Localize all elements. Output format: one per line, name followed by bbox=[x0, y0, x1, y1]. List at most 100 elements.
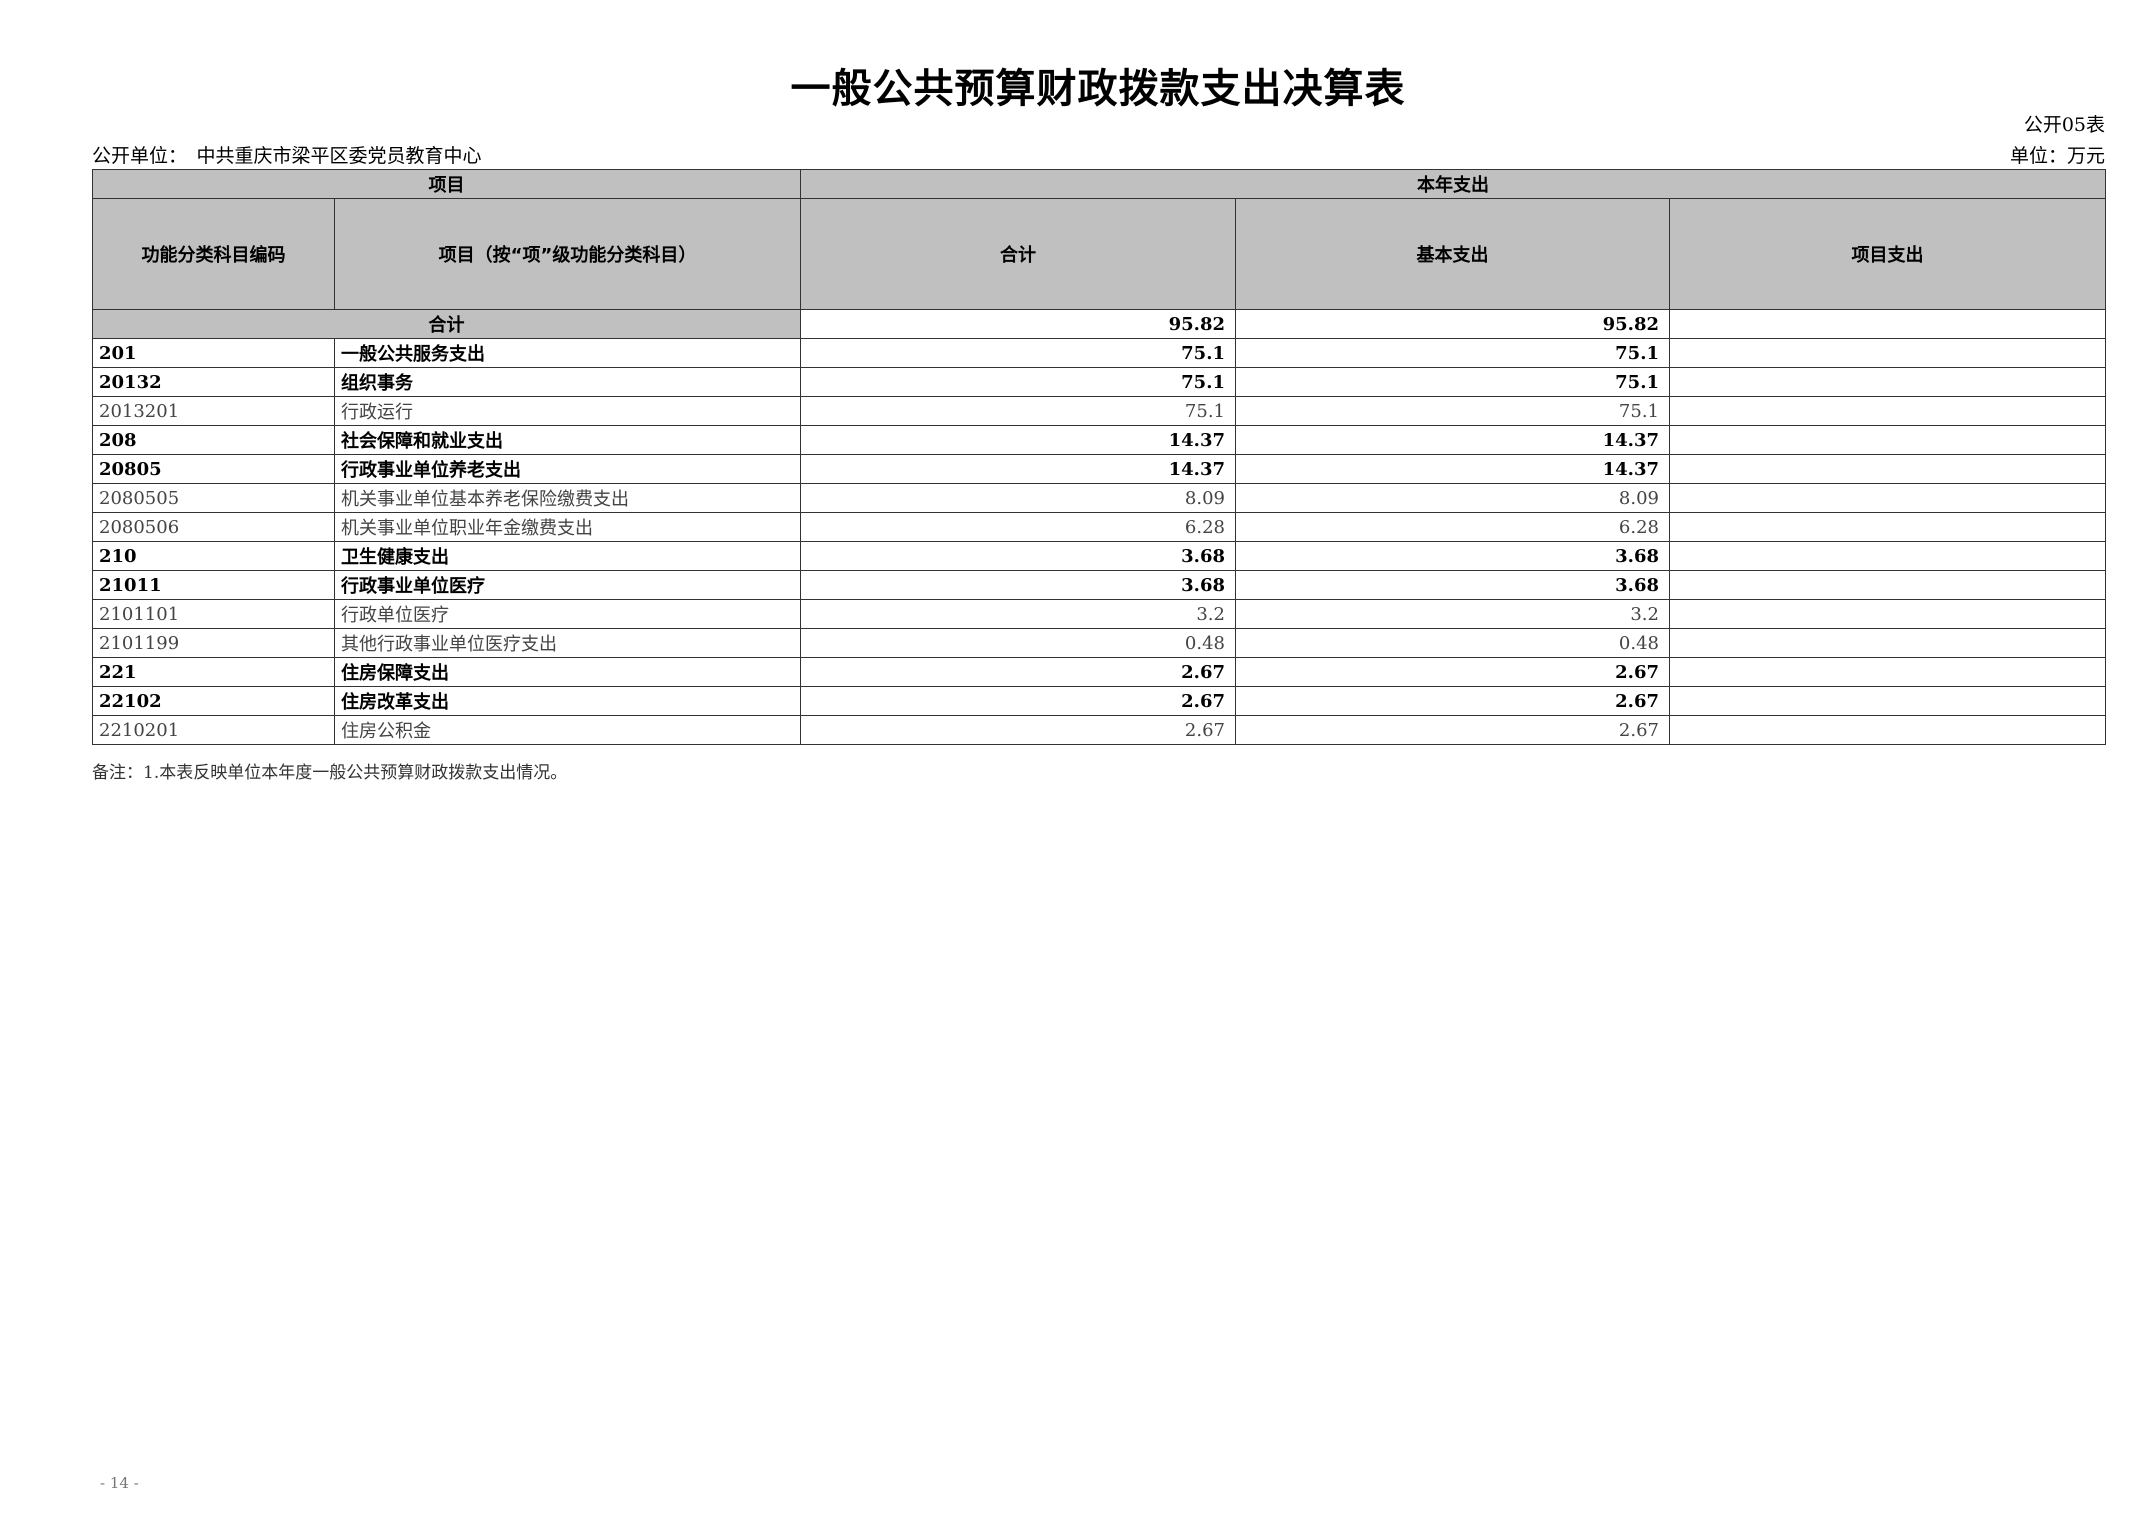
project-cell bbox=[1668, 396, 2107, 426]
name-cell: 住房改革支出 bbox=[334, 686, 801, 716]
page-number: - 14 - bbox=[100, 1474, 139, 1492]
code-cell: 208 bbox=[92, 425, 335, 455]
name-cell: 组织事务 bbox=[334, 367, 801, 397]
project-cell bbox=[1668, 541, 2107, 571]
total-cell: 75.1 bbox=[800, 367, 1236, 397]
table-row: 2101199 其他行政事业单位医疗支出 0.48 0.48 bbox=[92, 628, 2107, 658]
table-row: 20132 组织事务 75.1 75.1 bbox=[92, 367, 2107, 397]
project-cell bbox=[1668, 454, 2107, 484]
total-total: 95.82 bbox=[800, 309, 1236, 339]
code-cell: 22102 bbox=[92, 686, 335, 716]
table-row: 2101101 行政单位医疗 3.2 3.2 bbox=[92, 599, 2107, 629]
name-cell: 行政事业单位养老支出 bbox=[334, 454, 801, 484]
name-cell: 社会保障和就业支出 bbox=[334, 425, 801, 455]
code-cell: 20132 bbox=[92, 367, 335, 397]
basic-cell: 8.09 bbox=[1235, 483, 1670, 513]
total-cell: 2.67 bbox=[800, 657, 1236, 687]
code-cell: 2210201 bbox=[92, 715, 335, 745]
total-cell: 2.67 bbox=[800, 715, 1236, 745]
header-item: 项目 bbox=[92, 169, 801, 199]
project-cell bbox=[1668, 628, 2107, 658]
name-cell: 行政运行 bbox=[334, 396, 801, 426]
code-cell: 20805 bbox=[92, 454, 335, 484]
name-cell: 一般公共服务支出 bbox=[334, 338, 801, 368]
expenditure-table: 项目 本年支出 功能分类科目编码 项目（按“项”级功能分类科目） 合计 基本支出… bbox=[92, 169, 2107, 745]
project-cell bbox=[1668, 686, 2107, 716]
name-cell: 机关事业单位基本养老保险缴费支出 bbox=[334, 483, 801, 513]
total-cell: 3.68 bbox=[800, 570, 1236, 600]
basic-cell: 75.1 bbox=[1235, 396, 1670, 426]
basic-cell: 14.37 bbox=[1235, 425, 1670, 455]
basic-cell: 6.28 bbox=[1235, 512, 1670, 542]
basic-cell: 3.2 bbox=[1235, 599, 1670, 629]
total-basic: 95.82 bbox=[1235, 309, 1670, 339]
basic-cell: 0.48 bbox=[1235, 628, 1670, 658]
page-title: 一般公共预算财政拨款支出决算表 bbox=[790, 66, 1406, 112]
total-project bbox=[1668, 309, 2107, 339]
table-row: 210 卫生健康支出 3.68 3.68 bbox=[92, 541, 2107, 571]
basic-cell: 2.67 bbox=[1235, 657, 1670, 687]
total-row: 合计 95.82 95.82 bbox=[92, 309, 2107, 339]
total-cell: 75.1 bbox=[800, 338, 1236, 368]
project-cell bbox=[1668, 657, 2107, 687]
basic-cell: 3.68 bbox=[1235, 570, 1670, 600]
header-row-1: 项目 本年支出 bbox=[92, 169, 2107, 199]
table-row: 201 一般公共服务支出 75.1 75.1 bbox=[92, 338, 2107, 368]
code-cell: 210 bbox=[92, 541, 335, 571]
table-row: 2080505 机关事业单位基本养老保险缴费支出 8.09 8.09 bbox=[92, 483, 2107, 513]
project-cell bbox=[1668, 425, 2107, 455]
total-cell: 14.37 bbox=[800, 425, 1236, 455]
header-code: 功能分类科目编码 bbox=[92, 198, 335, 310]
table-row: 20805 行政事业单位养老支出 14.37 14.37 bbox=[92, 454, 2107, 484]
basic-cell: 14.37 bbox=[1235, 454, 1670, 484]
name-cell: 机关事业单位职业年金缴费支出 bbox=[334, 512, 801, 542]
currency-unit: 单位：万元 bbox=[2009, 145, 2105, 167]
table-row: 208 社会保障和就业支出 14.37 14.37 bbox=[92, 425, 2107, 455]
table-row: 221 住房保障支出 2.67 2.67 bbox=[92, 657, 2107, 687]
basic-cell: 75.1 bbox=[1235, 367, 1670, 397]
basic-cell: 75.1 bbox=[1235, 338, 1670, 368]
basic-cell: 2.67 bbox=[1235, 686, 1670, 716]
project-cell bbox=[1668, 599, 2107, 629]
project-cell bbox=[1668, 715, 2107, 745]
name-cell: 住房保障支出 bbox=[334, 657, 801, 687]
header-total: 合计 bbox=[800, 198, 1236, 310]
table-row: 2210201 住房公积金 2.67 2.67 bbox=[92, 715, 2107, 745]
table-row: 21011 行政事业单位医疗 3.68 3.68 bbox=[92, 570, 2107, 600]
total-label: 合计 bbox=[92, 309, 801, 339]
code-cell: 2101101 bbox=[92, 599, 335, 629]
reporting-unit: 公开单位： 中共重庆市梁平区委党员教育中心 bbox=[92, 145, 482, 167]
total-cell: 3.2 bbox=[800, 599, 1236, 629]
name-cell: 其他行政事业单位医疗支出 bbox=[334, 628, 801, 658]
total-cell: 0.48 bbox=[800, 628, 1236, 658]
basic-cell: 3.68 bbox=[1235, 541, 1670, 571]
name-cell: 行政单位医疗 bbox=[334, 599, 801, 629]
project-cell bbox=[1668, 338, 2107, 368]
code-cell: 2080505 bbox=[92, 483, 335, 513]
header-project: 项目支出 bbox=[1668, 198, 2107, 310]
header-name: 项目（按“项”级功能分类科目） bbox=[334, 198, 801, 310]
table-row: 22102 住房改革支出 2.67 2.67 bbox=[92, 686, 2107, 716]
name-cell: 住房公积金 bbox=[334, 715, 801, 745]
code-cell: 221 bbox=[92, 657, 335, 687]
code-cell: 2101199 bbox=[92, 628, 335, 658]
code-cell: 21011 bbox=[92, 570, 335, 600]
project-cell bbox=[1668, 570, 2107, 600]
form-number: 公开05表 bbox=[2023, 114, 2105, 136]
code-cell: 2080506 bbox=[92, 512, 335, 542]
header-basic: 基本支出 bbox=[1235, 198, 1670, 310]
project-cell bbox=[1668, 512, 2107, 542]
footnote: 备注：1.本表反映单位本年度一般公共预算财政拨款支出情况。 bbox=[92, 763, 568, 783]
total-cell: 6.28 bbox=[800, 512, 1236, 542]
code-cell: 2013201 bbox=[92, 396, 335, 426]
total-cell: 3.68 bbox=[800, 541, 1236, 571]
total-cell: 8.09 bbox=[800, 483, 1236, 513]
header-current-year: 本年支出 bbox=[799, 169, 2107, 199]
basic-cell: 2.67 bbox=[1235, 715, 1670, 745]
table-row: 2013201 行政运行 75.1 75.1 bbox=[92, 396, 2107, 426]
total-cell: 75.1 bbox=[800, 396, 1236, 426]
table-row: 2080506 机关事业单位职业年金缴费支出 6.28 6.28 bbox=[92, 512, 2107, 542]
header-row-2: 功能分类科目编码 项目（按“项”级功能分类科目） 合计 基本支出 项目支出 bbox=[92, 198, 2107, 310]
name-cell: 卫生健康支出 bbox=[334, 541, 801, 571]
project-cell bbox=[1668, 483, 2107, 513]
